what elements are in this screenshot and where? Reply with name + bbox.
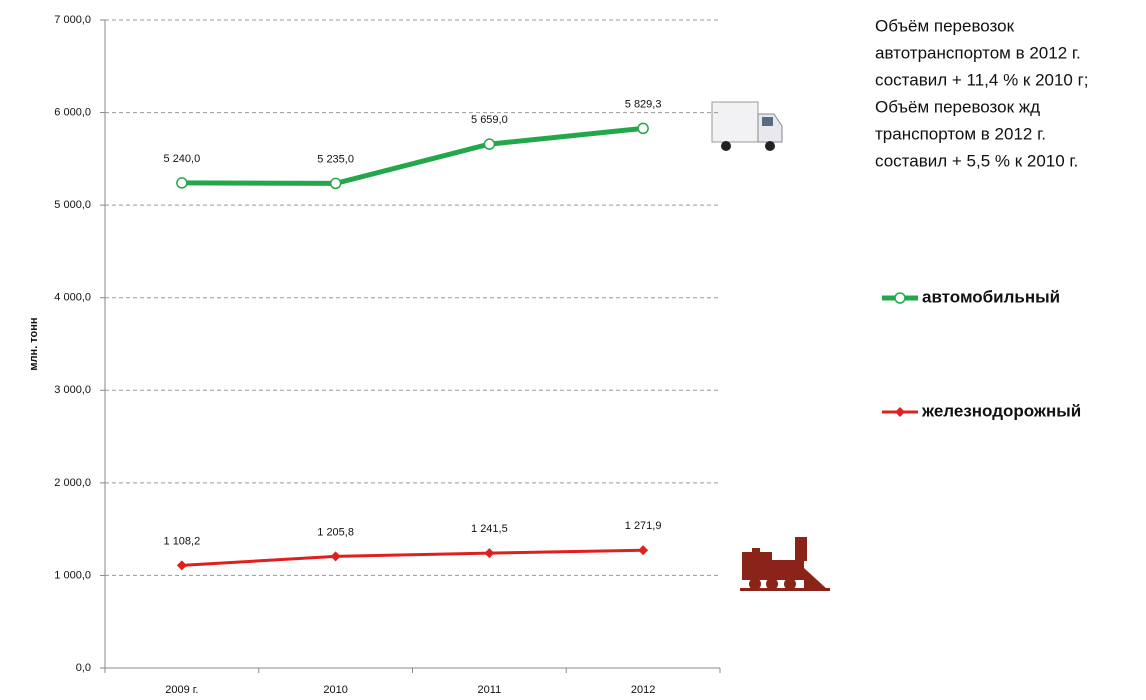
marker <box>484 548 495 559</box>
y-axis-label: млн. тонн <box>28 317 40 370</box>
y-tick-label: 5 000,0 <box>54 199 91 211</box>
legend-marker <box>895 407 905 417</box>
marker <box>176 177 188 189</box>
y-tick-label: 3 000,0 <box>54 384 91 396</box>
y-tick-label: 0,0 <box>76 662 91 674</box>
annotation-line: транспортом в 2012 г. <box>875 124 1046 143</box>
y-tick-label: 6 000,0 <box>54 106 91 118</box>
data-label: 1 108,2 <box>164 535 201 547</box>
truck-icon <box>711 101 783 151</box>
y-tick-label: 2 000,0 <box>54 477 91 489</box>
annotation-line: составил + 5,5 % к 2010 г. <box>875 151 1078 170</box>
y-tick-label: 7 000,0 <box>54 14 91 26</box>
data-label: 5 659,0 <box>471 114 508 126</box>
marker <box>637 122 649 135</box>
annotation-line: составил + 11,4 % к 2010 г; <box>875 70 1089 89</box>
series-line <box>181 125 644 186</box>
data-label: 5 240,0 <box>164 153 201 165</box>
marker <box>638 545 649 556</box>
marker <box>176 560 187 571</box>
annotation-line: Объём перевозок жд <box>875 97 1040 116</box>
marker <box>329 177 342 190</box>
data-label: 1 271,9 <box>625 520 662 532</box>
legend-label: железнодорожный <box>921 401 1081 420</box>
data-label: 1 205,8 <box>317 526 354 538</box>
legend-label: автомобильный <box>922 287 1060 306</box>
y-tick-label: 1 000,0 <box>54 569 91 581</box>
data-label: 1 241,5 <box>471 523 508 535</box>
marker <box>483 138 496 150</box>
legend-marker <box>894 292 906 304</box>
train-icon <box>740 537 830 591</box>
x-tick-label: 2010 <box>323 684 347 696</box>
annotation-line: Объём перевозок <box>875 16 1015 35</box>
x-tick-label: 2009 г. <box>165 684 198 696</box>
x-tick-label: 2012 <box>631 684 655 696</box>
series-line <box>181 548 644 567</box>
annotation-line: автотранспортом в 2012 г. <box>875 43 1081 62</box>
data-label: 5 829,3 <box>625 98 662 110</box>
marker <box>330 551 341 562</box>
x-tick-label: 2011 <box>478 684 502 696</box>
data-label: 5 235,0 <box>317 153 354 165</box>
y-tick-label: 4 000,0 <box>54 292 91 304</box>
